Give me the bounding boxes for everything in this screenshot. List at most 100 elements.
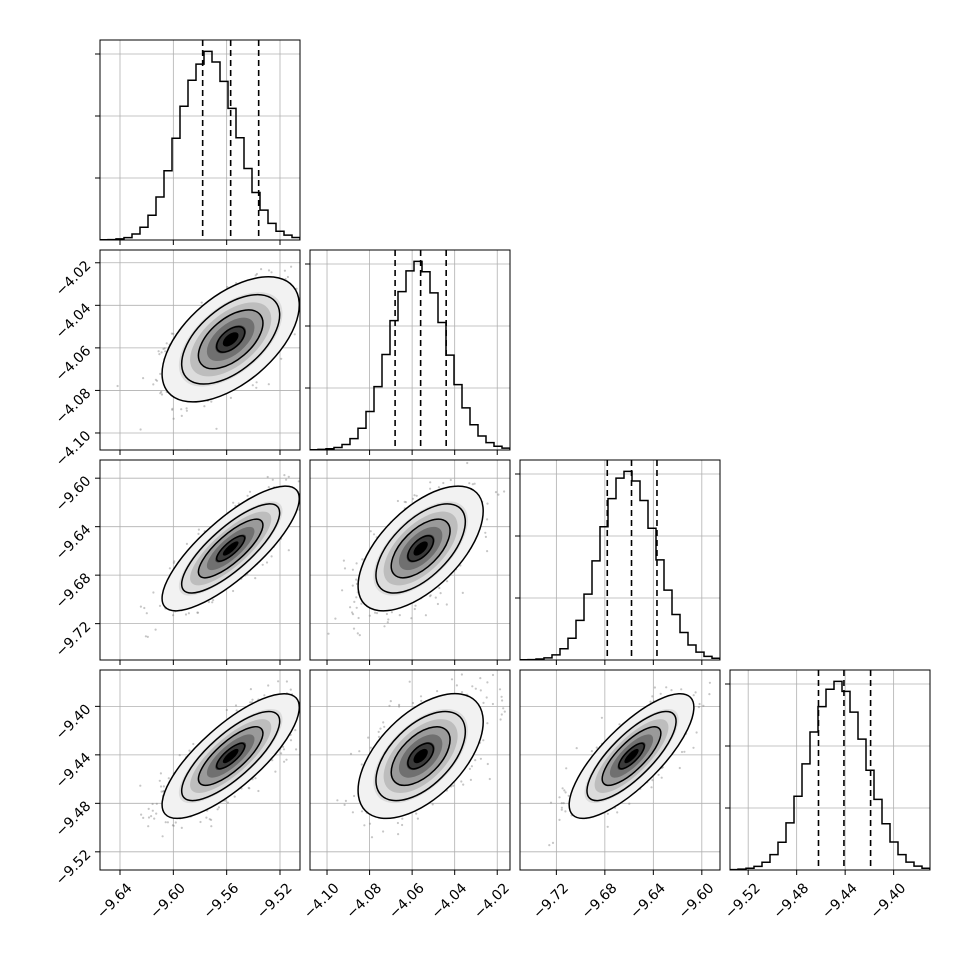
scatter-point [494, 491, 498, 494]
scatter-point [424, 614, 427, 617]
scatter-point [254, 274, 257, 277]
scatter-point [255, 272, 258, 276]
scatter-point [172, 332, 175, 335]
panel-frame [309, 459, 511, 661]
scatter-point [154, 628, 157, 631]
scatter-point [187, 612, 190, 615]
scatter-point [311, 301, 313, 303]
scatter-point [438, 586, 441, 590]
histogram-step-line [310, 260, 510, 450]
panel-frame [99, 249, 301, 451]
scatter-point [327, 632, 330, 635]
scatter-point [207, 600, 210, 604]
contour-3 [215, 325, 246, 353]
scatter-panel-3-0 [95, 669, 301, 875]
scatter-point [168, 567, 171, 570]
scatter-point [166, 821, 169, 824]
scatter-point [351, 613, 355, 616]
scatter-point [302, 507, 304, 509]
scatter-point [255, 386, 258, 389]
scatter-point [232, 501, 235, 504]
scatter-panel-2-0 [95, 440, 333, 665]
density-level-6 [222, 541, 239, 556]
scatter-point [271, 478, 274, 481]
scatter-point [247, 786, 250, 790]
scatter-point [429, 594, 432, 597]
scatter-point [248, 490, 252, 493]
scatter-point [280, 357, 283, 360]
scatter-point [358, 634, 361, 637]
contour-2 [197, 309, 264, 370]
scatter-point [254, 777, 257, 780]
scatter-point [331, 440, 333, 442]
scatter-point [210, 400, 213, 403]
scatter-point [158, 353, 161, 356]
scatter-point [287, 549, 290, 552]
density-level-6 [222, 332, 239, 347]
scatter-point [411, 497, 415, 500]
scatter-point [197, 528, 200, 531]
scatter-panel-1-0 [95, 249, 321, 455]
scatter-point [251, 384, 254, 387]
scatter-point [251, 698, 254, 701]
scatter-point [484, 535, 487, 539]
scatter-point [159, 372, 162, 375]
scatter-point [355, 596, 358, 599]
scatter-point [314, 268, 316, 270]
scatter-point [155, 379, 159, 382]
scatter-point [185, 407, 188, 410]
scatter-point [349, 606, 352, 609]
scatter-point [486, 550, 489, 553]
scatter-point [158, 604, 162, 608]
contour-0 [161, 276, 301, 403]
panel-frame [99, 459, 301, 661]
scatter-point [410, 617, 413, 620]
scatter-point [307, 315, 309, 317]
scatter-point [301, 496, 303, 498]
scatter-point [334, 617, 337, 620]
scatter-point [293, 333, 296, 336]
scatter-point [353, 600, 356, 604]
scatter-point [295, 748, 298, 751]
scatter-point [319, 284, 321, 286]
scatter-point [283, 760, 286, 763]
scatter-point [351, 568, 354, 571]
scatter-point [265, 561, 269, 564]
scatter-point [261, 563, 264, 566]
scatter-point [486, 518, 489, 521]
scatter-point [351, 584, 354, 587]
contour-1 [180, 293, 281, 385]
scatter-point [171, 407, 174, 410]
scatter-point [466, 461, 469, 465]
scatter-point [428, 595, 432, 598]
scatter-point [160, 390, 163, 393]
scatter-point [471, 483, 474, 486]
scatter-point [147, 807, 150, 811]
scatter-point [170, 332, 173, 335]
scatter-point [267, 684, 270, 687]
scatter-point [143, 606, 146, 610]
scatter-point [396, 499, 399, 503]
scatter-point [403, 500, 406, 503]
scatter-point [233, 795, 236, 798]
scatter-point [205, 816, 208, 819]
scatter-point [162, 347, 165, 350]
scatter-point [178, 754, 181, 757]
scatter-point [283, 474, 286, 477]
scatter-point [285, 478, 288, 481]
scatter-point [372, 533, 376, 536]
scatter-point [171, 408, 174, 411]
scatter-point [159, 392, 162, 395]
contour-3 [215, 534, 246, 562]
scatter-point [473, 482, 476, 485]
scatter-point [414, 604, 417, 607]
scatter-point [142, 377, 145, 380]
scatter-point [486, 502, 489, 505]
scatter-point [145, 612, 148, 615]
scatter-point [341, 589, 344, 592]
scatter-point [171, 824, 174, 827]
scatter-point [368, 614, 371, 617]
scatter-point [155, 802, 158, 805]
scatter-point [355, 578, 358, 581]
